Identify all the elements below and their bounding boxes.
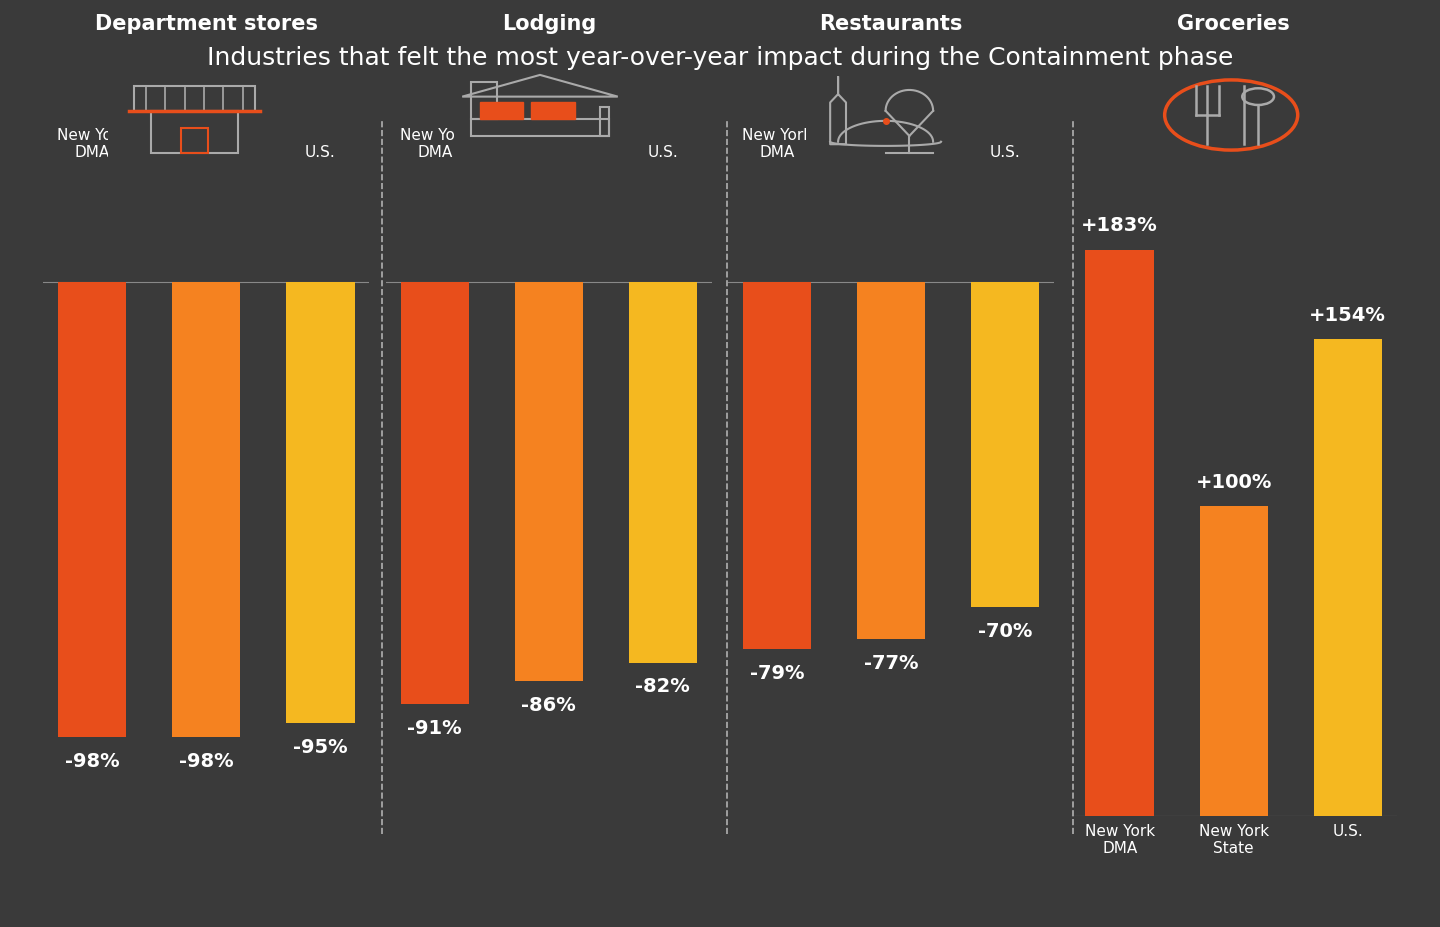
Text: -86%: -86% xyxy=(521,695,576,714)
Bar xyxy=(629,283,697,663)
Text: Department stores: Department stores xyxy=(95,14,318,34)
Bar xyxy=(1086,250,1153,816)
Bar xyxy=(514,283,583,681)
Text: +183%: +183% xyxy=(1081,216,1158,235)
Bar xyxy=(971,283,1040,607)
Bar xyxy=(400,283,469,705)
Bar xyxy=(857,283,926,640)
Text: Restaurants: Restaurants xyxy=(819,14,963,34)
Bar xyxy=(1313,340,1382,816)
Bar xyxy=(531,104,575,121)
Bar xyxy=(171,283,240,737)
Text: +154%: +154% xyxy=(1309,306,1387,324)
Text: Industries that felt the most year-over-year impact during the Containment phase: Industries that felt the most year-over-… xyxy=(207,46,1233,70)
Bar xyxy=(471,83,497,121)
Text: -70%: -70% xyxy=(978,621,1032,640)
Text: -79%: -79% xyxy=(750,663,805,681)
Text: -77%: -77% xyxy=(864,654,919,672)
Bar xyxy=(600,108,609,136)
Bar xyxy=(1200,507,1269,816)
Text: -98%: -98% xyxy=(179,751,233,769)
Bar xyxy=(58,283,127,737)
Text: +100%: +100% xyxy=(1195,473,1272,491)
Text: -82%: -82% xyxy=(635,677,690,695)
Bar xyxy=(287,283,354,723)
Bar xyxy=(471,121,609,136)
Text: -98%: -98% xyxy=(65,751,120,769)
Text: Lodging: Lodging xyxy=(501,14,596,34)
Text: -91%: -91% xyxy=(408,718,462,737)
Bar xyxy=(151,111,238,153)
Bar xyxy=(480,104,523,121)
Text: -95%: -95% xyxy=(292,737,347,756)
Text: Groceries: Groceries xyxy=(1178,14,1290,34)
Bar xyxy=(743,283,811,649)
Bar xyxy=(180,128,209,153)
